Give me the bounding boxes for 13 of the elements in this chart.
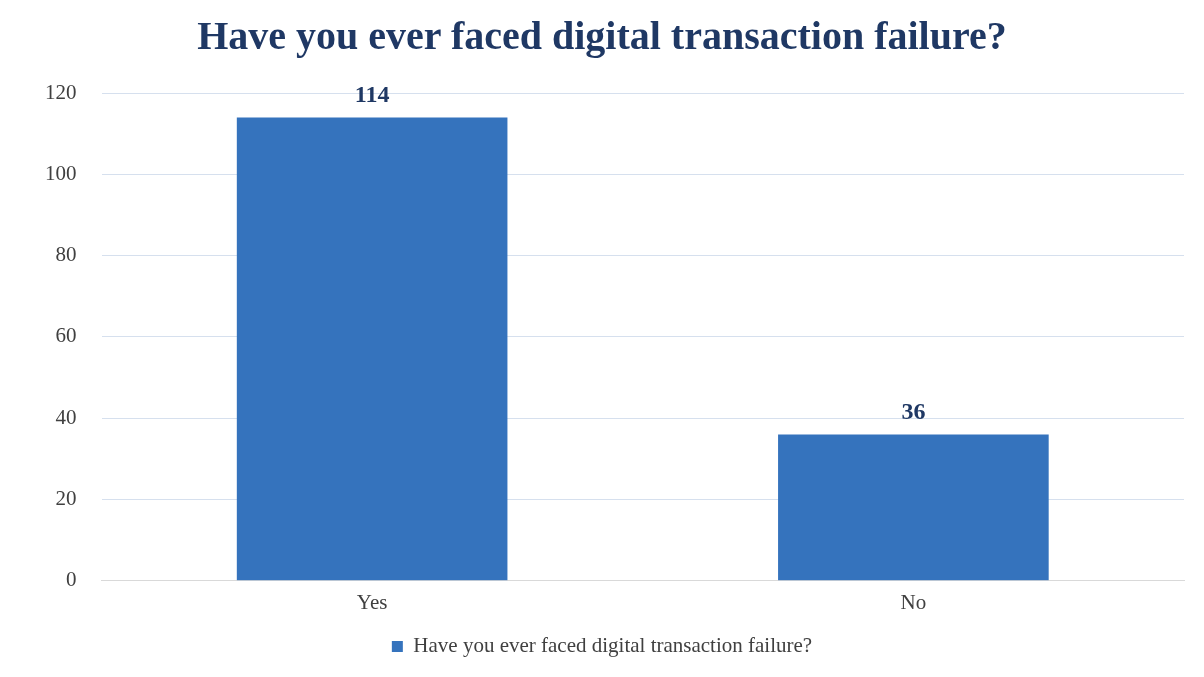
y-tick-label: 80 — [55, 242, 77, 267]
y-tick-label: 20 — [55, 486, 77, 511]
y-tick-label: 120 — [45, 79, 77, 104]
legend-label: Have you ever faced digital transaction failure? — [413, 633, 813, 658]
y-tick-label: 40 — [55, 404, 77, 429]
y-tick-label: 60 — [55, 323, 77, 348]
y-tick-label: 0 — [66, 567, 77, 592]
x-tick-label: Yes — [356, 589, 388, 614]
data-label: 114 — [354, 80, 390, 107]
x-tick-label: No — [900, 589, 927, 614]
y-tick-label: 100 — [45, 160, 77, 185]
data-label: 36 — [901, 397, 926, 424]
chart-title: Have you ever faced digital transaction failure? — [197, 13, 1007, 59]
